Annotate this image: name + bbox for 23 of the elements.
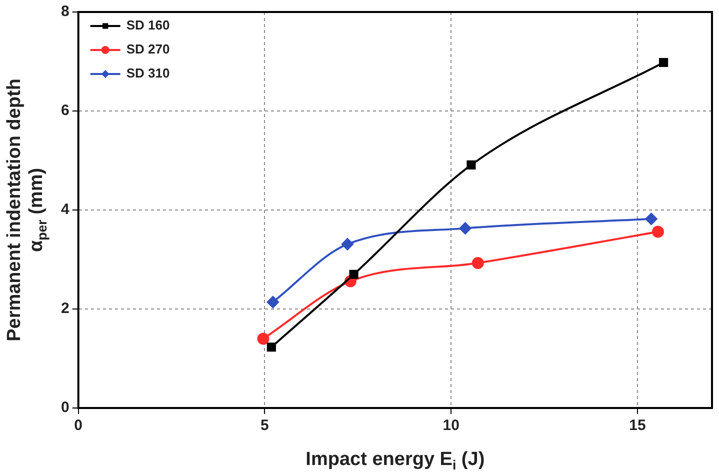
y-tick-label: 0 <box>61 399 70 416</box>
point <box>341 238 354 250</box>
legend-label: SD 310 <box>126 66 170 81</box>
legend-label: SD 270 <box>126 42 170 57</box>
point <box>659 58 668 68</box>
x-tick-label: 0 <box>74 417 83 434</box>
point <box>466 160 476 170</box>
y-tick-label: 2 <box>61 300 70 318</box>
point <box>652 226 664 238</box>
point <box>472 256 484 269</box>
x-tick-label: 10 <box>442 417 460 434</box>
point <box>645 212 658 225</box>
point <box>266 296 279 308</box>
y-tick-label: 8 <box>61 3 70 20</box>
point <box>459 222 472 234</box>
y-tick-label: 4 <box>61 201 70 218</box>
legend-label: SD 160 <box>126 18 170 33</box>
y-tick-label: 6 <box>61 102 70 120</box>
point <box>266 342 276 352</box>
point <box>257 332 270 345</box>
x-tick-label: 5 <box>260 417 269 434</box>
point <box>349 270 358 279</box>
x-tick-label: 15 <box>629 417 646 434</box>
